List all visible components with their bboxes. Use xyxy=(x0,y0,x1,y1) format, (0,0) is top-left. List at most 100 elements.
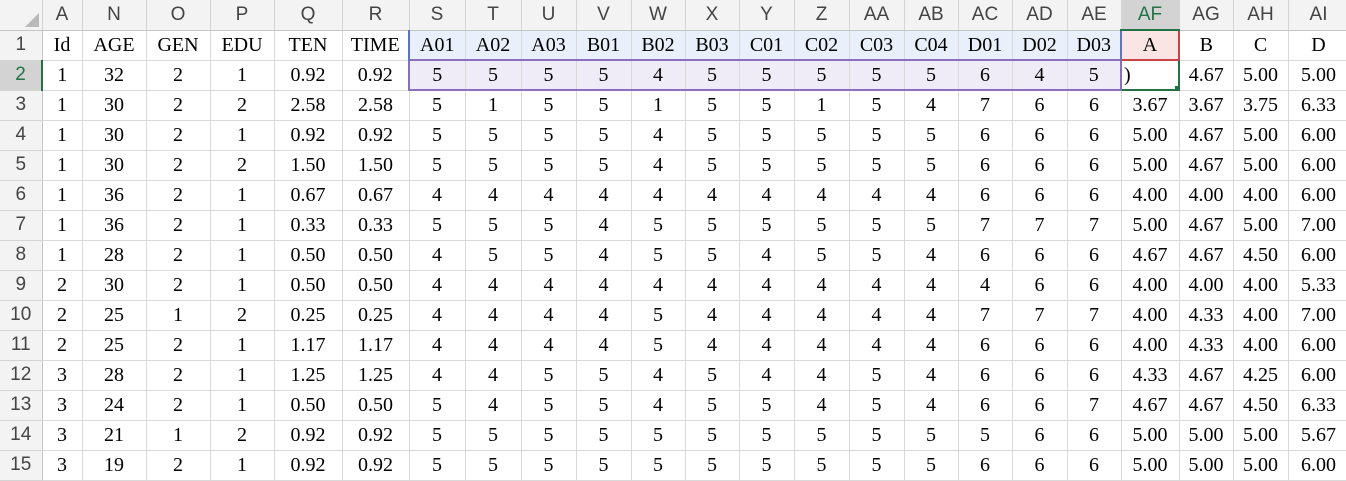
column-header-w[interactable]: W xyxy=(631,0,686,31)
column-header-t[interactable]: T xyxy=(465,0,522,31)
data-cell[interactable]: 2 xyxy=(146,330,211,361)
data-cell[interactable]: 1 xyxy=(42,90,83,121)
data-cell[interactable]: 6 xyxy=(1067,450,1122,481)
data-cell[interactable]: 1 xyxy=(42,240,83,271)
data-cell[interactable]: 5 xyxy=(794,450,850,481)
data-cell[interactable]: 6 xyxy=(1012,150,1068,181)
data-cell[interactable]: 6 xyxy=(1067,150,1122,181)
data-cell[interactable]: 4.00 xyxy=(1121,270,1180,301)
data-cell[interactable]: 30 xyxy=(82,120,147,151)
data-cell[interactable]: 4 xyxy=(685,270,740,301)
header-cell[interactable]: EDU xyxy=(210,30,275,61)
data-cell[interactable]: 4 xyxy=(849,270,905,301)
data-cell[interactable]: 1 xyxy=(794,90,850,121)
data-cell[interactable]: 6 xyxy=(958,150,1013,181)
data-cell[interactable]: 4 xyxy=(631,390,686,421)
data-cell[interactable]: 7.00 xyxy=(1288,300,1346,331)
data-cell[interactable]: 7.00 xyxy=(1288,210,1346,241)
data-cell[interactable]: 5.67 xyxy=(1288,420,1346,451)
data-cell[interactable]: 19 xyxy=(82,450,147,481)
row-header[interactable]: 13 xyxy=(0,390,43,421)
data-cell[interactable]: 5 xyxy=(409,450,466,481)
data-cell[interactable]: 5 xyxy=(521,210,577,241)
column-header-ac[interactable]: AC xyxy=(958,0,1013,31)
data-cell[interactable]: 5 xyxy=(849,450,905,481)
header-cell[interactable]: B01 xyxy=(576,30,632,61)
data-cell[interactable]: 5 xyxy=(794,210,850,241)
data-cell[interactable]: 2 xyxy=(210,150,275,181)
data-cell[interactable]: 5 xyxy=(631,300,686,331)
data-cell[interactable]: 5 xyxy=(685,150,740,181)
data-cell[interactable]: 1.50 xyxy=(274,150,343,181)
data-cell[interactable]: 5 xyxy=(576,420,632,451)
data-cell[interactable]: 6 xyxy=(958,330,1013,361)
column-header-q[interactable]: Q xyxy=(274,0,343,31)
header-cell[interactable]: D03 xyxy=(1067,30,1122,61)
data-cell[interactable]: 30 xyxy=(82,90,147,121)
column-header-r[interactable]: R xyxy=(342,0,410,31)
data-cell[interactable]: 4 xyxy=(904,240,959,271)
data-cell[interactable]: 6 xyxy=(1012,180,1068,211)
column-header-u[interactable]: U xyxy=(521,0,577,31)
data-cell[interactable]: 4 xyxy=(1012,59,1068,91)
row-header[interactable]: 3 xyxy=(0,90,43,121)
data-cell[interactable]: 7 xyxy=(958,210,1013,241)
data-cell[interactable]: 2 xyxy=(42,270,83,301)
data-cell[interactable]: 1 xyxy=(42,180,83,211)
data-cell[interactable]: 5 xyxy=(465,240,522,271)
data-cell[interactable]: 2 xyxy=(146,390,211,421)
data-cell[interactable]: 0.67 xyxy=(342,180,410,211)
data-cell[interactable]: 4 xyxy=(904,300,959,331)
data-cell[interactable]: 5 xyxy=(794,420,850,451)
data-cell[interactable]: 5 xyxy=(685,420,740,451)
column-header-ag[interactable]: AG xyxy=(1179,0,1234,31)
data-cell[interactable]: 1.25 xyxy=(342,360,410,391)
header-cell[interactable]: C03 xyxy=(849,30,905,61)
data-cell[interactable]: 5 xyxy=(849,90,905,121)
data-cell[interactable]: 5 xyxy=(739,150,795,181)
select-all-corner[interactable] xyxy=(0,0,43,31)
header-cell[interactable]: B xyxy=(1179,30,1234,61)
data-cell[interactable]: 5 xyxy=(794,120,850,151)
data-cell[interactable]: 6.00 xyxy=(1288,330,1346,361)
data-cell[interactable]: 0.33 xyxy=(274,210,343,241)
row-header[interactable]: 9 xyxy=(0,270,43,301)
data-cell[interactable]: 4.00 xyxy=(1121,330,1180,361)
data-cell[interactable]: 5.00 xyxy=(1233,150,1289,181)
data-cell[interactable]: 4 xyxy=(576,180,632,211)
data-cell[interactable]: 1 xyxy=(210,120,275,151)
column-header-n[interactable]: N xyxy=(82,0,147,31)
header-cell[interactable]: C02 xyxy=(794,30,850,61)
data-cell[interactable]: 4 xyxy=(465,180,522,211)
data-cell[interactable]: 0.92 xyxy=(342,450,410,481)
data-cell[interactable]: 7 xyxy=(958,90,1013,121)
data-cell[interactable]: 4 xyxy=(409,300,466,331)
data-cell[interactable]: 5 xyxy=(904,150,959,181)
data-cell[interactable]: 6.33 xyxy=(1288,390,1346,421)
data-cell[interactable]: 5 xyxy=(794,150,850,181)
data-cell[interactable]: 4 xyxy=(849,300,905,331)
data-cell[interactable]: 4 xyxy=(904,90,959,121)
data-cell[interactable]: 1 xyxy=(210,330,275,361)
data-cell[interactable]: 5 xyxy=(849,59,905,91)
data-cell[interactable]: 5.00 xyxy=(1121,210,1180,241)
data-cell[interactable]: 3.75 xyxy=(1233,90,1289,121)
data-cell[interactable]: 0.25 xyxy=(274,300,343,331)
data-cell[interactable]: 4.50 xyxy=(1233,390,1289,421)
data-cell[interactable]: 1 xyxy=(631,90,686,121)
header-cell[interactable]: B03 xyxy=(685,30,740,61)
data-cell[interactable]: 1.25 xyxy=(274,360,343,391)
data-cell[interactable]: 0.92 xyxy=(274,420,343,451)
column-header-a[interactable]: A xyxy=(42,0,83,31)
data-cell[interactable]: 4 xyxy=(576,300,632,331)
data-cell[interactable]: 4 xyxy=(465,270,522,301)
data-cell[interactable]: 5.33 xyxy=(1288,270,1346,301)
row-header[interactable]: 6 xyxy=(0,180,43,211)
data-cell[interactable]: 4 xyxy=(409,240,466,271)
data-cell[interactable]: 4 xyxy=(521,180,577,211)
data-cell[interactable]: 2 xyxy=(146,450,211,481)
data-cell[interactable]: 4.67 xyxy=(1179,240,1234,271)
data-cell[interactable]: 6 xyxy=(1067,270,1122,301)
data-cell[interactable]: 5 xyxy=(794,240,850,271)
data-cell[interactable]: 5 xyxy=(465,210,522,241)
